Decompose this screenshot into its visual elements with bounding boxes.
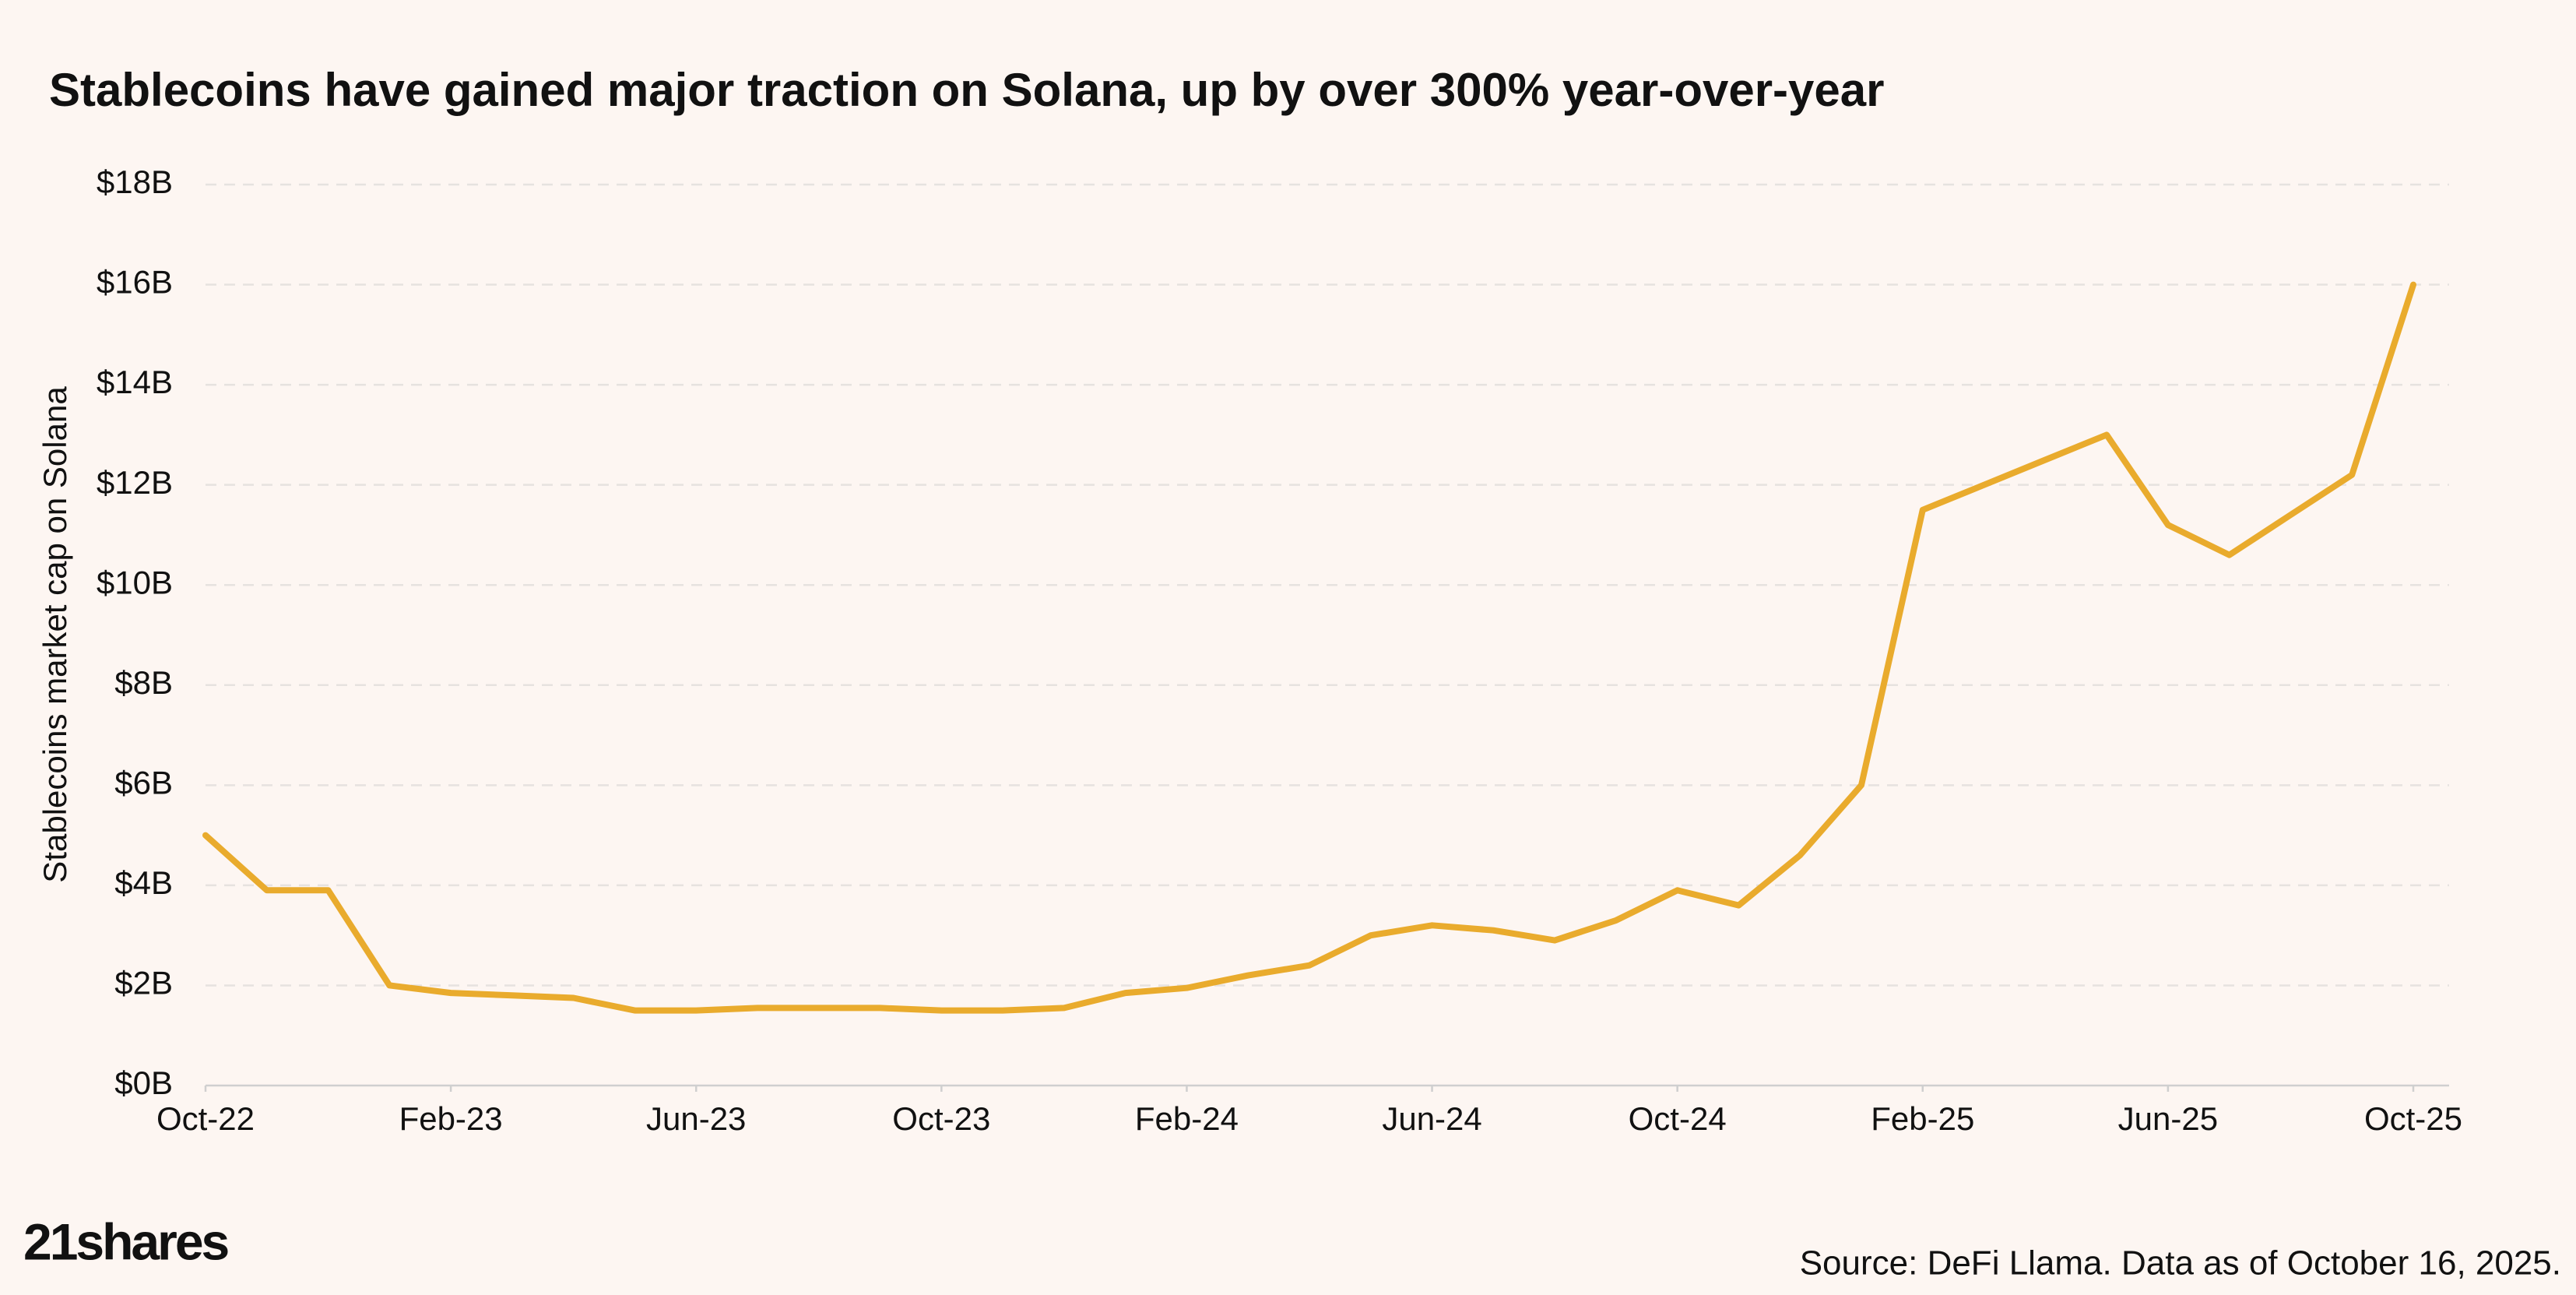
y-tick-label: $6B bbox=[114, 764, 173, 801]
y-tick-label: $14B bbox=[97, 364, 173, 400]
x-tick-label: Jun-25 bbox=[2118, 1100, 2218, 1137]
x-tick-label: Feb-24 bbox=[1135, 1100, 1239, 1137]
y-tick-label: $2B bbox=[114, 965, 173, 1001]
source-note: Source: DeFi Llama. Data as of October 1… bbox=[1800, 1244, 2561, 1283]
y-tick-label: $10B bbox=[97, 564, 173, 600]
data-line bbox=[202, 281, 2416, 1014]
x-tick-label: Oct-24 bbox=[1629, 1100, 1727, 1137]
logo: 21shares bbox=[23, 1212, 228, 1270]
y-tick-label: $16B bbox=[97, 264, 173, 301]
x-tick-label: Jun-24 bbox=[1382, 1100, 1481, 1137]
y-tick-label: $4B bbox=[114, 864, 173, 901]
y-axis-label: Stablecoins market cap on Solana bbox=[37, 386, 73, 883]
x-tick-label: Feb-25 bbox=[1871, 1100, 1974, 1137]
x-tick-label: Oct-22 bbox=[156, 1100, 255, 1137]
y-tick-label: $0B bbox=[114, 1065, 173, 1101]
x-tick-label: Jun-23 bbox=[646, 1100, 746, 1137]
x-tick-label: Oct-25 bbox=[2364, 1100, 2462, 1137]
chart-title: Stablecoins have gained major traction o… bbox=[49, 64, 1885, 116]
y-tick-label: $12B bbox=[97, 464, 173, 501]
y-tick-label: $18B bbox=[97, 164, 173, 200]
x-tick-label: Feb-23 bbox=[399, 1100, 503, 1137]
x-tick-label: Oct-23 bbox=[892, 1100, 990, 1137]
y-tick-label: $8B bbox=[114, 664, 173, 701]
